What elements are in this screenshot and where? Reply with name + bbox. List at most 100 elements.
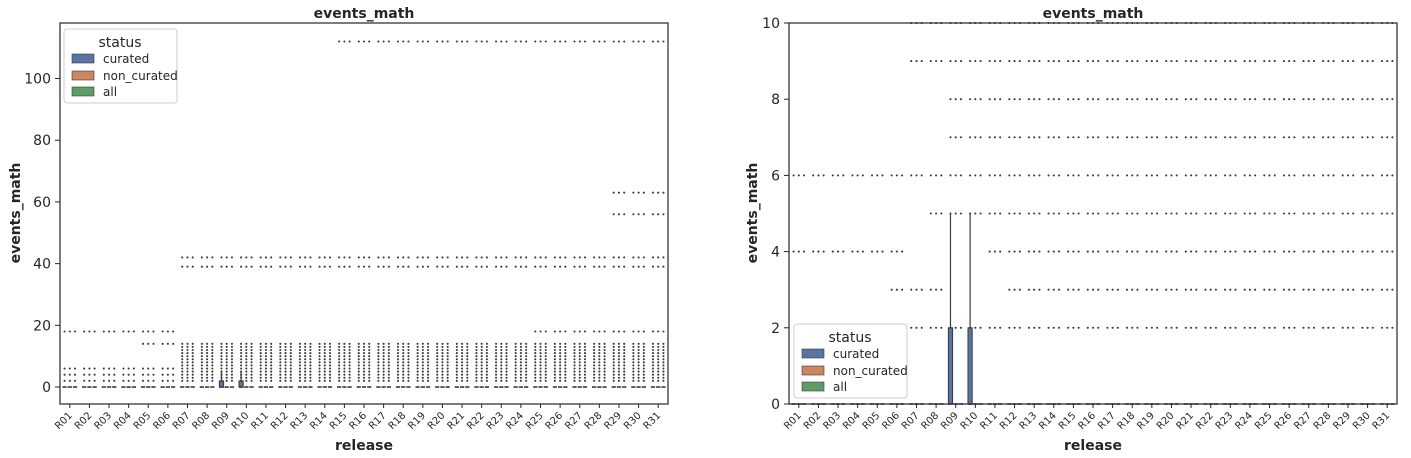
left-outlier-point xyxy=(657,355,660,358)
left-outlier-point xyxy=(495,40,498,43)
left-outlier-point xyxy=(632,355,635,358)
left-outlier-point xyxy=(186,364,189,367)
right-outlier-point xyxy=(1248,288,1251,291)
right-outlier-point xyxy=(1106,250,1109,253)
left-outlier-point xyxy=(534,345,537,348)
right-outlier-point xyxy=(1057,288,1061,291)
right-outlier-point xyxy=(1254,60,1257,63)
left-outlier-point xyxy=(603,342,606,345)
left-outlier-point xyxy=(617,364,621,367)
right-outlier-point xyxy=(1366,174,1369,177)
left-outlier-point xyxy=(637,213,640,216)
right-legend-swatch-non-curated xyxy=(801,365,825,376)
left-outlier-point xyxy=(377,352,380,355)
left-outlier-point xyxy=(289,352,292,355)
right-outlier-point xyxy=(1361,250,1364,253)
right-outlier-point xyxy=(1156,212,1159,215)
left-outlier-point xyxy=(583,345,587,348)
left-outlier-point xyxy=(377,364,380,367)
right-outlier-point xyxy=(1027,250,1030,253)
left-outlier-point xyxy=(147,373,150,376)
right-outlier-point xyxy=(1234,212,1237,215)
left-outlier-point xyxy=(102,367,105,370)
right-y-tick-label: 4 xyxy=(771,245,780,261)
left-outlier-point xyxy=(416,373,419,376)
right-outlier-point xyxy=(1111,288,1114,291)
left-outlier-point xyxy=(446,265,449,268)
right-outlier-point xyxy=(1156,174,1159,177)
left-outlier-point xyxy=(147,342,150,345)
left-outlier-point xyxy=(245,361,248,364)
left-outlier-point xyxy=(407,355,410,358)
left-outlier-point xyxy=(289,355,292,358)
left-outlier-point xyxy=(559,342,562,345)
left-outlier-point xyxy=(220,373,223,376)
left-outlier-point xyxy=(475,40,478,43)
left-outlier-point xyxy=(368,265,371,268)
right-outlier-point xyxy=(1027,174,1030,177)
left-outlier-point xyxy=(617,265,621,268)
left-outlier-point xyxy=(637,191,640,194)
right-outlier-point xyxy=(1352,326,1355,329)
left-outlier-point xyxy=(387,361,390,364)
right-outlier-point xyxy=(940,212,943,215)
right-outlier-point xyxy=(836,174,840,177)
right-outlier-point xyxy=(1047,136,1050,139)
left-outlier-point xyxy=(309,265,312,268)
left-outlier-point xyxy=(264,364,267,367)
right-outlier-point xyxy=(969,98,972,101)
left-outlier-point xyxy=(206,361,209,364)
left-outlier-point xyxy=(191,370,194,373)
right-outlier-point xyxy=(1106,136,1109,139)
left-outlier-point xyxy=(461,367,464,370)
left-outlier-point xyxy=(357,345,360,348)
right-outlier-point xyxy=(1072,288,1075,291)
left-outlier-point xyxy=(436,342,439,345)
left-outlier-point xyxy=(441,355,444,358)
left-outlier-point xyxy=(583,373,587,376)
left-outlier-point xyxy=(455,355,458,358)
right-outlier-point xyxy=(1322,136,1325,139)
left-outlier-point xyxy=(250,265,253,268)
left-outlier-point xyxy=(427,256,430,259)
left-outlier-point xyxy=(309,342,312,345)
left-outlier-point xyxy=(200,345,203,348)
left-outlier-point xyxy=(270,376,273,379)
left-outlier-point xyxy=(93,367,96,370)
left-outlier-point xyxy=(220,367,223,370)
left-outlier-point xyxy=(559,355,562,358)
left-outlier-point xyxy=(402,376,405,379)
right-outlier-point xyxy=(1008,326,1011,329)
left-outlier-point xyxy=(657,364,660,367)
left-outlier-point xyxy=(578,376,581,379)
left-outlier-point xyxy=(500,342,503,345)
left-outlier-point xyxy=(485,364,488,367)
left-outlier-point xyxy=(264,373,267,376)
left-outlier-point xyxy=(651,364,655,367)
left-outlier-point xyxy=(612,345,615,348)
left-outlier-point xyxy=(539,367,542,370)
left-outlier-point xyxy=(338,342,341,345)
left-outlier-point xyxy=(407,364,410,367)
left-outlier-point xyxy=(284,370,287,373)
right-outlier-point xyxy=(940,326,943,329)
left-outlier-point xyxy=(632,265,635,268)
right-outlier-point xyxy=(974,60,977,63)
right-outlier-point xyxy=(1243,212,1246,215)
left-outlier-point xyxy=(343,348,346,352)
left-outlier-point xyxy=(132,367,135,370)
left-outlier-point xyxy=(382,40,385,43)
right-outlier-point xyxy=(1195,288,1198,291)
left-outlier-point xyxy=(642,345,645,348)
left-outlier-point xyxy=(534,358,537,361)
left-outlier-point xyxy=(191,379,194,382)
right-x-tick-label: R22 xyxy=(1194,410,1216,432)
left-outlier-point xyxy=(323,256,326,259)
left-outlier-point xyxy=(637,40,640,43)
right-outlier-point xyxy=(1165,250,1168,253)
right-outlier-point xyxy=(1380,250,1384,253)
right-outlier-point xyxy=(1170,326,1173,329)
left-outlier-point xyxy=(441,370,444,373)
right-outlier-point xyxy=(1327,98,1330,101)
right-outlier-point xyxy=(1145,326,1148,329)
